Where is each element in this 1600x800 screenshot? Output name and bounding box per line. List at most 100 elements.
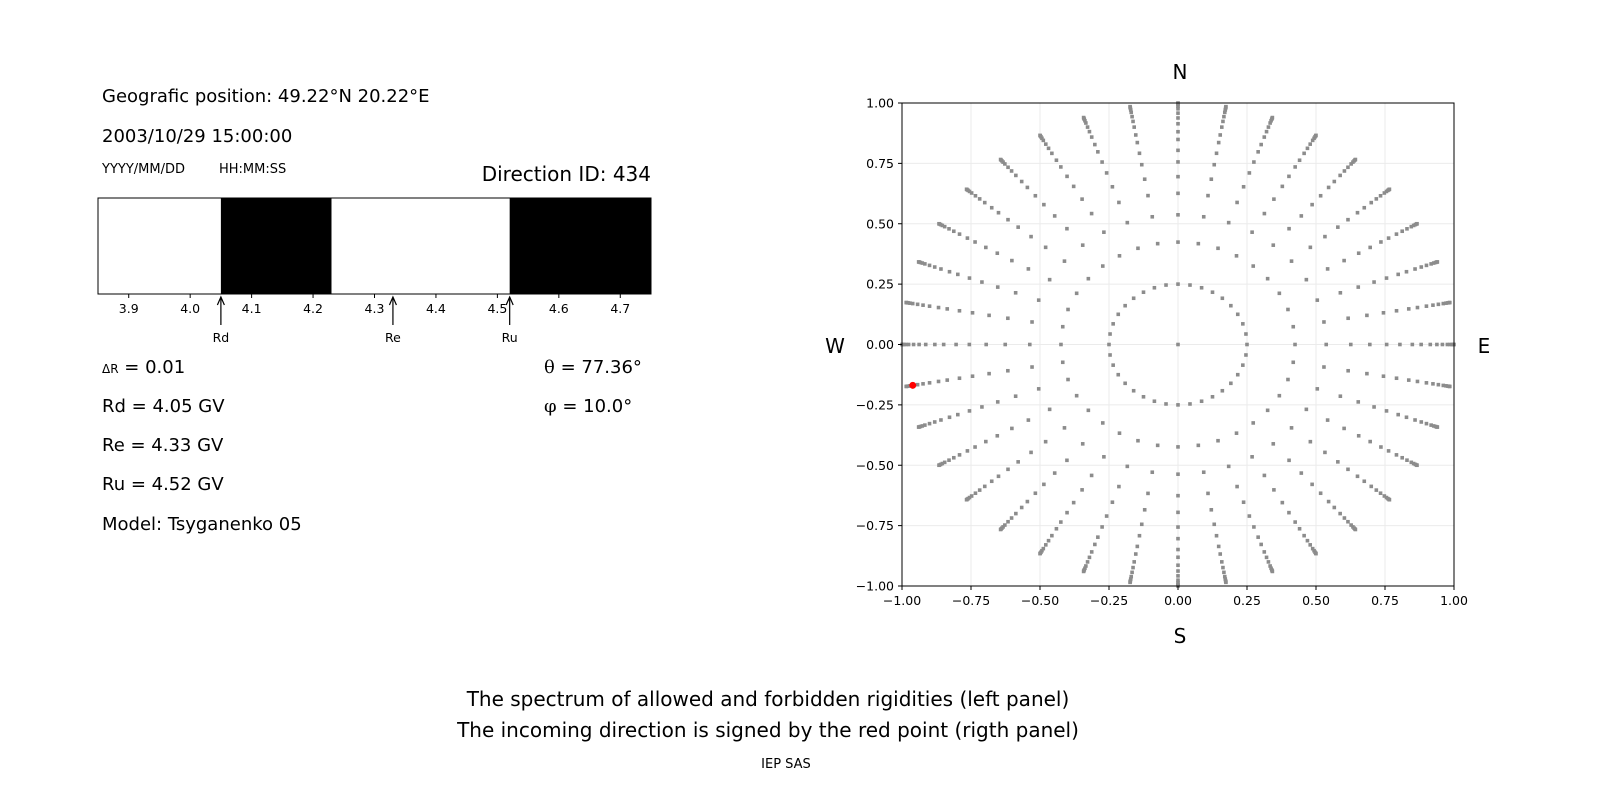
direction-point bbox=[1394, 308, 1399, 313]
direction-point bbox=[1379, 445, 1383, 449]
direction-point bbox=[1378, 491, 1383, 496]
rigidity-spectrum-axes: 3.9 4.0 4.1 4.2 4.3 4.4 4.5 4.6 4.7 Rd Re Ru bbox=[97, 197, 652, 345]
direction-point bbox=[1009, 169, 1014, 173]
theta-value: θ = 77.36° bbox=[544, 357, 642, 378]
direction-point bbox=[1386, 449, 1391, 453]
direction-point bbox=[1305, 538, 1310, 543]
direction-point bbox=[977, 488, 982, 492]
direction-point bbox=[984, 342, 988, 347]
direction-point bbox=[1323, 234, 1327, 239]
direction-point bbox=[1353, 157, 1358, 162]
direction-point bbox=[1074, 393, 1079, 398]
direction-point bbox=[1117, 200, 1121, 205]
direction-point bbox=[1220, 296, 1225, 301]
direction-point bbox=[1314, 551, 1318, 556]
direction-point bbox=[1245, 342, 1249, 347]
direction-point bbox=[1291, 324, 1296, 329]
direction-point bbox=[1287, 510, 1291, 515]
direction-point bbox=[1413, 267, 1417, 271]
direction-point bbox=[957, 308, 962, 313]
direction-point bbox=[1199, 399, 1204, 404]
direction-point bbox=[1221, 565, 1225, 570]
direction-point bbox=[1235, 200, 1239, 205]
direction-point bbox=[1372, 405, 1376, 409]
direction-point bbox=[1052, 471, 1057, 475]
direction-point bbox=[1310, 138, 1315, 143]
direction-point bbox=[1129, 574, 1134, 579]
direction-point bbox=[973, 240, 977, 244]
direction-point bbox=[904, 342, 908, 347]
direction-point bbox=[951, 229, 956, 234]
direction-point bbox=[1130, 570, 1134, 575]
direction-point bbox=[1304, 407, 1309, 412]
direction-point bbox=[1152, 285, 1157, 290]
direction-point bbox=[1131, 565, 1135, 570]
direction-point bbox=[916, 260, 921, 264]
forbidden-band bbox=[509, 198, 651, 294]
direction-point bbox=[1066, 377, 1070, 382]
direction-point bbox=[1379, 240, 1383, 244]
direction-point bbox=[1116, 372, 1121, 377]
direction-point bbox=[942, 460, 947, 465]
direction-point bbox=[1262, 135, 1267, 139]
x-tick-label: 4.6 bbox=[549, 301, 569, 316]
direction-point bbox=[1206, 491, 1210, 496]
direction-point bbox=[1332, 179, 1337, 184]
model-name: Model: Tsyganenko 05 bbox=[102, 514, 302, 535]
direction-point bbox=[1176, 547, 1180, 552]
direction-point bbox=[1029, 234, 1033, 239]
direction-point bbox=[1419, 342, 1423, 347]
marker-arrowhead bbox=[216, 295, 225, 306]
direction-point bbox=[1025, 185, 1030, 190]
x-tick-label: 4.0 bbox=[180, 301, 200, 316]
direction-point bbox=[1264, 129, 1269, 134]
date-format-label: YYYY/MM/DD bbox=[101, 162, 185, 177]
x-tick-label: −0.25 bbox=[1090, 593, 1128, 608]
direction-point bbox=[1081, 569, 1086, 574]
direction-point bbox=[1378, 193, 1383, 198]
x-tick-label: 0.00 bbox=[1164, 593, 1192, 608]
direction-point bbox=[1066, 307, 1070, 312]
direction-point bbox=[1308, 245, 1313, 250]
direction-point bbox=[1220, 388, 1225, 393]
direction-point bbox=[1176, 493, 1180, 498]
direction-point bbox=[1355, 210, 1360, 215]
direction-point bbox=[1387, 187, 1392, 192]
direction-point bbox=[923, 423, 927, 427]
direction-point bbox=[1270, 569, 1275, 574]
direction-point bbox=[996, 210, 1001, 215]
y-tick-label: −0.75 bbox=[856, 518, 894, 533]
direction-point bbox=[921, 382, 925, 386]
direction-point bbox=[1030, 320, 1034, 324]
direction-point bbox=[1047, 407, 1052, 412]
direction-point bbox=[1176, 555, 1180, 560]
direction-point bbox=[1287, 458, 1291, 463]
direction-point bbox=[998, 157, 1003, 162]
direction-point bbox=[1336, 460, 1340, 464]
direction-point bbox=[1424, 304, 1429, 308]
direction-point bbox=[1218, 133, 1223, 137]
direction-point bbox=[1216, 246, 1220, 251]
rd-value: Rd = 4.05 GV bbox=[102, 396, 225, 417]
direction-point bbox=[1404, 269, 1409, 274]
direction-point bbox=[1100, 264, 1105, 268]
direction-point bbox=[1368, 439, 1372, 444]
direction-point bbox=[1338, 394, 1343, 399]
direction-point bbox=[1435, 260, 1440, 264]
direction-point bbox=[1050, 533, 1054, 538]
direction-point bbox=[1356, 433, 1361, 438]
direction-point bbox=[1201, 470, 1206, 475]
direction-point bbox=[1346, 217, 1350, 222]
direction-point bbox=[1176, 129, 1180, 134]
direction-point bbox=[1424, 263, 1429, 268]
direction-point bbox=[1287, 226, 1291, 231]
direction-point bbox=[1280, 184, 1285, 189]
direction-point bbox=[1252, 525, 1256, 529]
direction-point bbox=[1102, 455, 1106, 459]
direction-point bbox=[1346, 519, 1350, 524]
direction-point bbox=[1429, 262, 1433, 266]
direction-point bbox=[1084, 564, 1088, 568]
direction-point bbox=[1336, 225, 1340, 229]
direction-point bbox=[987, 313, 991, 318]
direction-point bbox=[1396, 272, 1400, 277]
